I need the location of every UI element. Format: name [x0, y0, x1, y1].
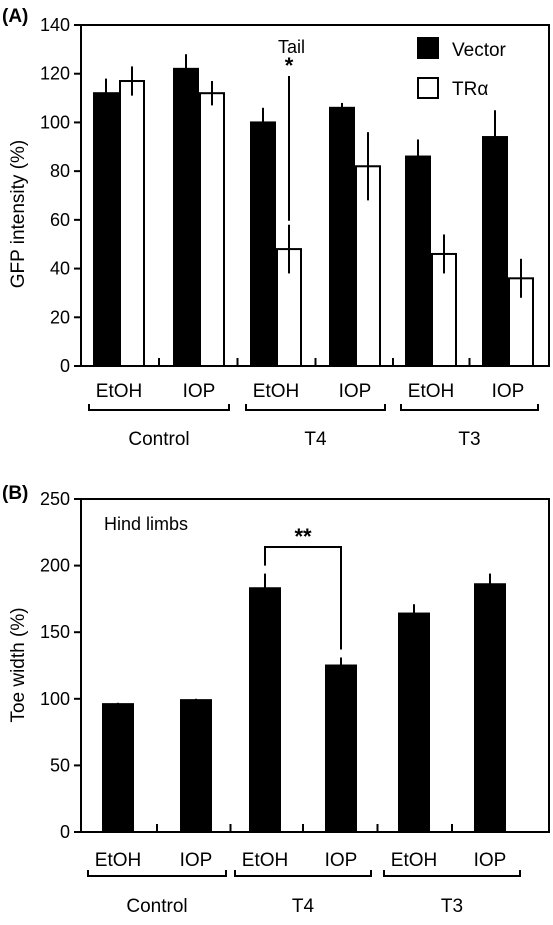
panel-a-group-dividers: [158, 358, 471, 366]
panel-b-y-tick-label: 150: [40, 622, 70, 642]
panel-b-group-label: T3: [441, 896, 463, 917]
panel-a-group-label: Control: [128, 429, 189, 450]
panel-b-y-axis-label: Toe width (%): [8, 607, 29, 722]
panel-b-bars: [102, 573, 506, 834]
panel-b-category-label: IOP: [180, 850, 213, 871]
panel-a-group-bracket: [88, 404, 230, 411]
legend-label-tra: TRα: [452, 79, 488, 100]
panel-b-group-label: Control: [126, 896, 187, 917]
panel-a-bar: [405, 155, 431, 367]
panel-a-y-tick-label: 80: [50, 161, 70, 181]
panel-b-bar: [102, 703, 134, 833]
panel-a-significance-label: *: [285, 53, 294, 78]
legend-swatch-tra: [417, 77, 439, 99]
panel-b-plot-frame: [80, 498, 550, 833]
panel-a-bar: [250, 121, 276, 367]
panel-b-y-tick-label: 100: [40, 689, 70, 709]
panel-b-y-tick-label: 0: [60, 822, 70, 842]
panel-a-bar: [329, 106, 355, 367]
panel-b-group-dividers: [156, 824, 453, 832]
panel-a-group-label: T4: [304, 429, 327, 450]
panel-b-y-ticks: 0 50 100 150 200 250: [40, 489, 81, 842]
panel-a-annotation: Tail: [278, 37, 305, 57]
panel-b-bar: [249, 587, 281, 834]
panel-a-bars: [93, 54, 534, 368]
panel-a-bar: [119, 80, 145, 368]
panel-b-bar: [474, 583, 506, 833]
panel-a-group-bracket: [245, 404, 386, 411]
panel-a-group-bracket: [400, 404, 539, 411]
panel-b-group-bracket: [87, 870, 227, 877]
panel-b-group-bracket: [234, 870, 372, 877]
panel-b-x-labels: EtOH IOP EtOH IOP EtOH IOP Control T4 T3: [87, 850, 521, 917]
panel-b-significance-bracket: [264, 546, 342, 650]
panel-b-group-bracket: [383, 870, 521, 877]
panel-a-significance: *: [285, 53, 294, 221]
panel-a-y-axis-label: GFP intensity (%): [8, 140, 29, 289]
panel-b-category-label: IOP: [325, 850, 358, 871]
panel-b-category-label: EtOH: [391, 850, 437, 871]
panel-a-y-ticks: 0 20 40 60 80 100 120 140: [40, 15, 81, 376]
panel-a-category-label: IOP: [339, 381, 372, 402]
panel-a-bar: [173, 67, 199, 367]
panel-b-significance: **: [264, 524, 342, 650]
panel-a-y-tick-label: 20: [50, 307, 70, 327]
panel-a-y-tick-label: 60: [50, 210, 70, 230]
panel-b-category-label: EtOH: [242, 850, 288, 871]
panel-b-category-label: EtOH: [95, 850, 141, 871]
panel-b-bar: [325, 664, 357, 833]
panel-a-label: (A): [2, 6, 28, 27]
panel-a-plot-frame: [80, 24, 550, 367]
panel-b-significance-label: **: [294, 524, 312, 549]
panel-a-y-tick-label: 140: [40, 15, 70, 35]
panel-a: (A) GFP intensity (%) Tail Vector TRα 0 2…: [2, 6, 550, 450]
panel-b-bar: [180, 699, 212, 834]
panel-b-category-label: IOP: [474, 850, 507, 871]
panel-b-y-tick-label: 200: [40, 556, 70, 576]
panel-a-y-tick-label: 120: [40, 64, 70, 84]
panel-a-y-tick-label: 40: [50, 259, 70, 279]
panel-b-group-label: T4: [292, 896, 315, 917]
panel-b-y-tick-label: 250: [40, 489, 70, 509]
panel-a-category-label: EtOH: [408, 381, 454, 402]
panel-a-y-tick-label: 0: [60, 356, 70, 376]
panel-a-bar: [199, 92, 225, 367]
panel-a-category-label: IOP: [492, 381, 525, 402]
panel-b-annotation: Hind limbs: [104, 514, 188, 534]
panel-b-label: (B): [2, 483, 28, 504]
panel-a-bar: [482, 136, 508, 367]
panel-a-category-label: IOP: [183, 381, 216, 402]
panel-b-y-tick-label: 50: [50, 755, 70, 775]
panel-b-bar: [398, 612, 430, 833]
panel-a-category-label: EtOH: [96, 381, 142, 402]
panel-a-legend: Vector TRα: [417, 37, 507, 100]
legend-label-vector: Vector: [452, 40, 507, 61]
panel-b: (B) Toe width (%) Hind limbs 0 50 100 150 20…: [2, 483, 550, 917]
panel-a-category-label: EtOH: [253, 381, 299, 402]
legend-swatch-vector: [417, 37, 439, 59]
panel-a-x-labels: EtOH IOP EtOH IOP EtOH IOP Control T4 T3: [88, 381, 539, 450]
panel-a-y-tick-label: 100: [40, 112, 70, 132]
panel-a-bar: [93, 92, 119, 367]
panel-a-group-label: T3: [458, 429, 480, 450]
